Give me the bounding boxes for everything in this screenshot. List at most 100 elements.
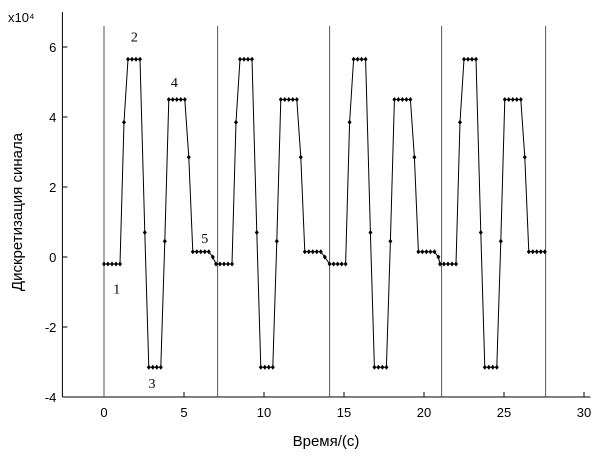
point <box>494 364 499 370</box>
point <box>392 97 397 102</box>
point <box>498 238 503 244</box>
point <box>355 56 360 62</box>
point <box>226 261 230 267</box>
point <box>146 364 151 370</box>
point <box>262 364 267 370</box>
point <box>250 56 254 62</box>
x-tick-label: 10 <box>257 405 271 420</box>
point <box>335 261 340 267</box>
point <box>538 249 543 255</box>
point <box>506 97 511 102</box>
point <box>218 261 222 267</box>
point <box>466 56 470 62</box>
point <box>396 97 401 102</box>
point <box>270 364 275 370</box>
point <box>428 249 433 255</box>
point <box>510 97 515 102</box>
point <box>210 254 215 260</box>
point <box>331 261 336 267</box>
x-axis-label: Время/(с) <box>293 433 360 450</box>
point <box>278 97 283 102</box>
point <box>154 364 159 370</box>
annotation: 5 <box>201 232 208 247</box>
point <box>470 56 474 62</box>
point <box>339 261 344 267</box>
point <box>530 249 535 255</box>
point <box>182 97 187 102</box>
point <box>522 154 527 160</box>
point <box>238 56 242 62</box>
y-axis-label: Дискретизация синала <box>9 132 26 291</box>
point <box>526 249 531 255</box>
point <box>134 56 138 62</box>
point <box>408 97 413 102</box>
point <box>306 249 311 255</box>
point <box>266 364 271 370</box>
point <box>174 97 179 102</box>
point <box>206 249 211 255</box>
point <box>458 119 462 125</box>
x-tick-label: 15 <box>337 405 351 420</box>
x-tick-label: 30 <box>577 405 591 420</box>
point <box>372 364 377 370</box>
point <box>302 249 307 255</box>
point <box>322 254 327 260</box>
point <box>534 249 539 255</box>
point <box>478 230 483 235</box>
point <box>351 56 356 62</box>
point <box>502 97 507 102</box>
point <box>400 97 405 102</box>
y-tick-label: -4 <box>45 390 57 405</box>
point <box>368 230 373 235</box>
point <box>102 261 106 267</box>
point <box>294 97 299 102</box>
point <box>380 364 385 370</box>
point <box>454 261 458 267</box>
point <box>286 97 291 102</box>
point <box>142 230 147 235</box>
point <box>106 261 110 267</box>
point <box>254 230 259 235</box>
point <box>310 249 315 255</box>
point <box>359 56 364 62</box>
point <box>446 261 450 267</box>
annotation: 1 <box>113 283 120 298</box>
series-line <box>104 58 545 368</box>
point <box>542 249 547 255</box>
x-tick-label: 25 <box>497 405 511 420</box>
point <box>170 97 175 102</box>
point <box>274 238 279 244</box>
point <box>482 364 487 370</box>
point <box>327 261 332 267</box>
point <box>186 154 191 160</box>
point <box>198 249 203 255</box>
point <box>166 97 171 102</box>
point <box>162 238 167 244</box>
y-tick-label: 6 <box>49 40 56 55</box>
x-tick-label: 5 <box>180 405 187 420</box>
point <box>178 97 183 102</box>
point <box>118 261 122 267</box>
point <box>230 261 234 267</box>
point <box>290 97 295 102</box>
point <box>122 119 126 125</box>
point <box>158 364 163 370</box>
point <box>138 56 142 62</box>
point <box>518 97 523 102</box>
point <box>202 249 207 255</box>
point <box>514 97 519 102</box>
point <box>114 261 118 267</box>
point <box>486 364 491 370</box>
point <box>412 154 417 160</box>
point <box>462 56 466 62</box>
point <box>222 261 226 267</box>
point <box>436 254 441 260</box>
point <box>388 238 393 244</box>
x-tick-label: 20 <box>417 405 431 420</box>
point <box>194 249 199 255</box>
point <box>384 364 389 370</box>
y-tick-label: 0 <box>49 250 56 265</box>
point <box>282 97 287 102</box>
point <box>298 154 303 160</box>
